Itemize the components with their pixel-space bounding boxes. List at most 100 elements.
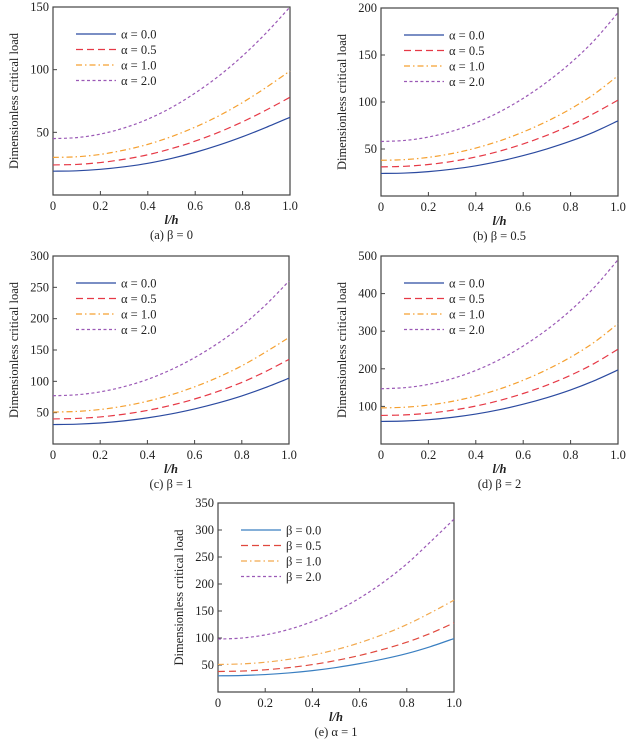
x-tick-label: 0 <box>50 448 56 462</box>
x-tick-label: 0.8 <box>563 200 579 214</box>
legend-label: α = 0.5 <box>449 44 484 58</box>
y-axis-title: Dimensionless critical load <box>335 281 349 418</box>
series-line-0 <box>217 637 455 677</box>
x-tick-label: 0.2 <box>92 448 108 462</box>
y-tick-label: 50 <box>37 125 50 139</box>
series-line-3 <box>217 518 455 640</box>
x-tick-label: 0 <box>50 199 56 213</box>
y-tick-label: 50 <box>37 406 50 420</box>
y-tick-label: 250 <box>30 280 49 294</box>
y-tick-label: 200 <box>30 312 49 326</box>
legend: α = 0.0α = 0.5 α = 1.0α = 2.0 <box>404 29 484 89</box>
series-line-3 <box>52 280 290 397</box>
legend-label: α = 0.5 <box>121 43 156 57</box>
x-tick-label: 1.0 <box>281 448 297 462</box>
legend-label: α = 1.0 <box>121 59 156 73</box>
y-tick-label: 400 <box>358 287 377 301</box>
legend-label: α = 0.0 <box>449 29 484 43</box>
legend-label: α = 1.0 <box>449 60 484 74</box>
x-axis-title: l/h <box>165 213 179 227</box>
legend-label: β = 0.5 <box>286 539 321 553</box>
x-axis-title: l/h <box>493 214 507 228</box>
panel-e: 0 0.2 0.4 0.6 0.8 1.0 50 100 150 200 250 300 350 l/h(… <box>172 496 462 739</box>
series-line-0 <box>380 120 619 175</box>
y-tick-label: 300 <box>195 523 214 537</box>
x-tick-label: 0.6 <box>187 199 203 213</box>
legend: α = 0.0α = 0.5 α = 1.0α = 2.0 <box>76 277 156 337</box>
y-tick-label: 300 <box>30 249 49 263</box>
series-line-1 <box>52 96 291 166</box>
series-line-0 <box>380 369 619 423</box>
legend: β = 0.0β = 0.5 β = 1.0β = 2.0 <box>241 524 321 584</box>
plot-frame <box>52 6 291 196</box>
series-line-2 <box>217 599 455 666</box>
x-tick-label: 0.4 <box>140 448 156 462</box>
panel-caption: (b) β = 0.5 <box>473 229 526 243</box>
x-tick-label: 1.0 <box>610 200 626 214</box>
y-axis-title: Dimensionless critical load <box>7 32 21 169</box>
panel-caption: (e) α = 1 <box>314 725 357 739</box>
series-line-2 <box>380 323 619 409</box>
panel-c: 0 0.2 0.4 0.6 0.8 1.0 50 100 150 200 250 300 l/h(c) … <box>7 249 297 491</box>
x-tick-label: 1.0 <box>282 199 298 213</box>
y-tick-label: 200 <box>358 1 377 15</box>
series-line-3 <box>52 6 291 140</box>
legend: α = 0.0α = 0.5 α = 1.0α = 2.0 <box>404 277 484 337</box>
legend-label: α = 0.0 <box>449 277 484 291</box>
x-tick-label: 0.8 <box>235 199 251 213</box>
x-tick-label: 0.6 <box>515 200 531 214</box>
legend: α = 0.0α = 0.5 α = 1.0α = 2.0 <box>76 28 156 88</box>
series-line-2 <box>52 70 291 158</box>
y-tick-label: 100 <box>30 374 49 388</box>
y-axis-title: Dimensionless critical load <box>335 33 349 170</box>
x-tick-label: 0.8 <box>234 448 250 462</box>
x-tick-label: 0.4 <box>468 448 484 462</box>
y-tick-label: 300 <box>358 324 377 338</box>
x-tick-label: 0.6 <box>187 448 203 462</box>
panel-d: 0 0.2 0.4 0.6 0.8 1.0 100 200 300 400 500 l/h(d) β … <box>335 249 626 491</box>
x-tick-label: 0.4 <box>140 199 156 213</box>
plot-frame <box>52 255 290 445</box>
y-axis-title: Dimensionless critical load <box>172 529 186 666</box>
legend-label: α = 0.5 <box>449 292 484 306</box>
y-tick-label: 50 <box>365 142 378 156</box>
series-line-1 <box>52 358 290 420</box>
x-tick-label: 0 <box>378 448 384 462</box>
plot-frame <box>380 255 619 445</box>
legend-label: α = 2.0 <box>121 323 156 337</box>
y-tick-label: 150 <box>358 48 377 62</box>
x-tick-label: 0.6 <box>352 696 368 710</box>
x-tick-label: 0.4 <box>468 200 484 214</box>
x-tick-label: 0.4 <box>305 696 321 710</box>
y-tick-label: 50 <box>202 658 215 672</box>
legend-label: α = 0.5 <box>121 292 156 306</box>
legend-label: α = 1.0 <box>449 308 484 322</box>
legend-label: α = 0.0 <box>121 28 156 42</box>
panel-b: 0 0.2 0.4 0.6 0.8 1.0 50 100 150 200 l/h(b) β = 0.… <box>335 1 626 243</box>
y-tick-label: 200 <box>195 577 214 591</box>
series-line-1 <box>217 622 455 673</box>
series-line-3 <box>380 12 619 143</box>
series-line-1 <box>380 348 619 417</box>
y-tick-label: 100 <box>358 95 377 109</box>
series-line-2 <box>380 75 619 161</box>
x-tick-label: 0.8 <box>563 448 579 462</box>
y-tick-label: 100 <box>30 63 49 77</box>
legend-label: α = 1.0 <box>121 308 156 322</box>
panel-a: 0 0.2 0.4 0.6 0.8 1.0 50 100 150 l/h(a) β = 0 Dime… <box>7 0 298 242</box>
legend-label: α = 2.0 <box>449 75 484 89</box>
panel-caption: (c) β = 1 <box>150 477 193 491</box>
legend-label: β = 1.0 <box>286 555 321 569</box>
series-line-0 <box>52 116 291 172</box>
x-tick-label: 0.2 <box>421 448 437 462</box>
y-tick-label: 100 <box>358 399 377 413</box>
x-tick-label: 0.8 <box>399 696 415 710</box>
legend-label: β = 2.0 <box>286 570 321 584</box>
legend-label: α = 2.0 <box>121 74 156 88</box>
series-line-3 <box>380 259 619 390</box>
legend-label: α = 2.0 <box>449 323 484 337</box>
y-tick-label: 350 <box>195 496 214 510</box>
y-tick-label: 100 <box>195 631 214 645</box>
legend-label: α = 0.0 <box>121 277 156 291</box>
